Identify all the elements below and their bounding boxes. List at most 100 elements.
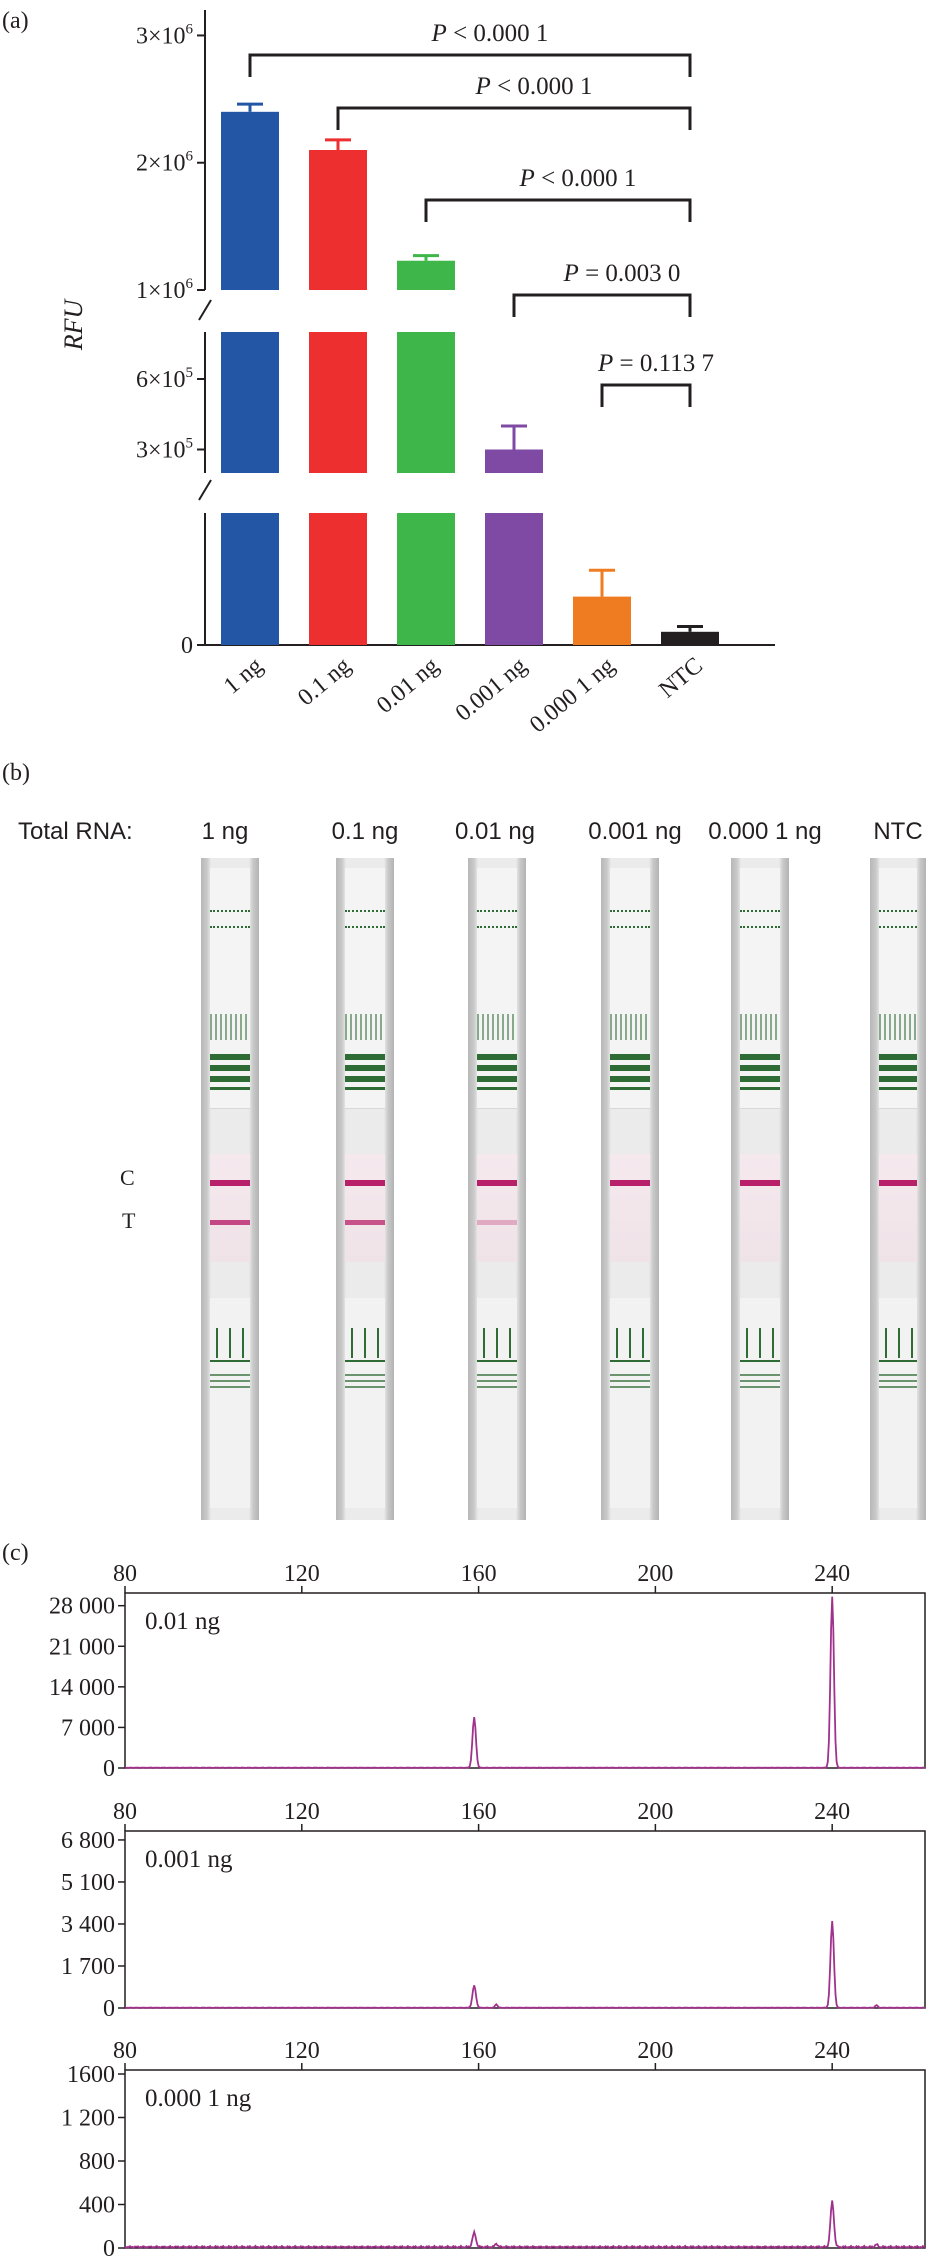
- bar: [485, 449, 543, 473]
- significance-bracket: [512, 293, 692, 317]
- bar: [397, 332, 455, 473]
- strip-bars: [477, 1054, 517, 1090]
- signal-trace: [124, 1596, 925, 1769]
- wave-icon: [740, 1374, 780, 1390]
- control-line-label: C: [120, 1165, 135, 1190]
- x-tick-label: 120: [284, 1561, 320, 1587]
- sample-label: 0.01 ng: [145, 1608, 221, 1635]
- wave-icon: [610, 1374, 650, 1390]
- wave-icon: [477, 1374, 517, 1390]
- strip-window: [610, 1154, 650, 1262]
- strip-label: 0.1 ng: [331, 818, 399, 845]
- y-tick-label: 1 700: [61, 1954, 115, 1980]
- significance-bracket: [336, 106, 692, 130]
- strip-lot-text: [477, 1014, 517, 1040]
- strip-lot-text: [210, 1014, 250, 1040]
- y-tick-label: 0: [103, 2236, 115, 2262]
- sample-label: 0.000 1 ng: [145, 2085, 252, 2112]
- arrows-icon: [477, 1328, 517, 1358]
- strip-window: [740, 1154, 780, 1262]
- x-tick-label: 200: [637, 2038, 673, 2064]
- p-value-label: P < 0.000 1: [475, 73, 593, 100]
- y-tick-label: 1×106: [136, 276, 194, 304]
- plot-frame: [124, 1592, 926, 1769]
- y-tick-label: 1 200: [61, 2106, 115, 2132]
- test-strip: [468, 858, 526, 1520]
- x-tick-label: 120: [284, 1799, 320, 1825]
- x-tick-label: 160: [461, 1799, 497, 1825]
- bar: [221, 513, 279, 645]
- y-tick-label: 1600: [67, 2062, 115, 2088]
- test-line: [210, 1220, 250, 1225]
- control-line: [345, 1180, 385, 1186]
- p-value-label: P < 0.000 1: [431, 20, 549, 47]
- max-line: [477, 1360, 517, 1362]
- x-tick-label: 120: [284, 2038, 320, 2064]
- y-tick-label: 6 800: [61, 1828, 115, 1854]
- y-tick-label: 28 000: [49, 1594, 115, 1620]
- strip-lot-text: [610, 1014, 650, 1040]
- significance-bracket: [424, 198, 692, 222]
- max-line: [610, 1360, 650, 1362]
- axis-break-mark: [198, 479, 212, 501]
- wave-icon: [210, 1374, 250, 1390]
- control-line: [477, 1180, 517, 1186]
- strip-window: [210, 1154, 250, 1262]
- strip-lot-text: [879, 1014, 917, 1040]
- strip-bars: [345, 1054, 385, 1090]
- y-tick-label: 0: [181, 633, 193, 659]
- panel-b-label: (b): [2, 760, 30, 786]
- wave-icon: [345, 1374, 385, 1390]
- bar: [661, 631, 719, 645]
- strip-window: [879, 1154, 917, 1262]
- y-tick-label: 3×105: [136, 436, 193, 464]
- strip-logo: [879, 910, 917, 928]
- y-tick-label: 21 000: [49, 1634, 115, 1660]
- p-value-label: P < 0.000 1: [519, 165, 637, 192]
- significance-bracket: [600, 383, 692, 407]
- strip-logo: [210, 910, 250, 928]
- plot-frame: [124, 1830, 926, 2009]
- strip-label: NTC: [873, 818, 923, 845]
- strip-logo: [740, 910, 780, 928]
- y-tick-label: 7 000: [61, 1715, 115, 1741]
- control-line: [610, 1180, 650, 1186]
- test-strip: [870, 858, 926, 1520]
- y-tick-label: 800: [79, 2149, 115, 2175]
- max-line: [879, 1360, 917, 1362]
- strip-logo: [477, 910, 517, 928]
- strip-window: [477, 1154, 517, 1262]
- y-tick-label: 3 400: [61, 1912, 115, 1938]
- y-tick-label: 2×106: [136, 149, 194, 177]
- max-line: [740, 1360, 780, 1362]
- plot-frame: [124, 2069, 926, 2249]
- strip-bars: [210, 1054, 250, 1090]
- y-tick-label: 400: [79, 2193, 115, 2219]
- y-tick-label: 6×105: [136, 365, 193, 393]
- y-axis-label: RFU: [59, 298, 88, 352]
- bar: [397, 260, 455, 290]
- wave-icon: [879, 1374, 917, 1390]
- y-tick-label: 14 000: [49, 1675, 115, 1701]
- arrows-icon: [210, 1328, 250, 1358]
- x-tick-label: 80: [113, 2038, 137, 2064]
- bar: [309, 332, 367, 473]
- strip-logo: [345, 910, 385, 928]
- strip-lot-text: [740, 1014, 780, 1040]
- x-tick-label: 240: [814, 1799, 850, 1825]
- bar: [485, 513, 543, 645]
- arrows-icon: [740, 1328, 780, 1358]
- bar: [573, 596, 631, 645]
- x-tick-label: 240: [814, 1561, 850, 1587]
- y-tick-label: 3×106: [136, 21, 194, 49]
- strip-bars: [879, 1054, 917, 1090]
- p-value-label: P = 0.003 0: [563, 260, 681, 287]
- bar: [221, 332, 279, 473]
- sample-label: 0.001 ng: [145, 1846, 233, 1873]
- x-tick-label: 80: [113, 1561, 137, 1587]
- test-strip: [201, 858, 259, 1520]
- bar: [309, 150, 367, 290]
- control-line: [879, 1180, 917, 1186]
